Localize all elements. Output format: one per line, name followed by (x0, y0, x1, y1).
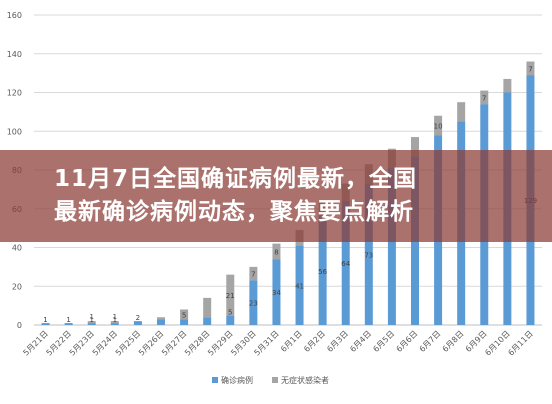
y-tick-label: 160 (7, 11, 22, 20)
x-tick-label: 6月6日 (395, 329, 420, 354)
bar-confirmed (226, 315, 235, 325)
bar-confirmed (318, 216, 327, 325)
bar-confirmed (341, 201, 350, 325)
bar-confirmed (64, 323, 73, 325)
x-tick-label: 5月31日 (252, 329, 280, 357)
bar-asymptomatic (249, 266, 258, 281)
data-label-confirmed: 56 (318, 268, 327, 276)
bar-asymptomatic (203, 297, 212, 318)
bar-confirmed (295, 245, 304, 325)
bar-confirmed (157, 319, 165, 325)
data-label-confirmed: 34 (272, 289, 281, 297)
headline-line-2: 最新确诊病例动态，聚焦要点解析 (54, 199, 414, 225)
data-label-asymptomatic: 7 (251, 271, 255, 279)
data-label-confirmed: 41 (295, 282, 304, 290)
bar-asymptomatic (503, 78, 512, 93)
legend-swatch-confirmed (212, 377, 218, 383)
bar-asymptomatic (110, 321, 119, 324)
bar-asymptomatic (226, 274, 235, 316)
data-label-confirmed: 23 (249, 300, 258, 308)
data-label-asymptomatic: 5 (182, 311, 186, 319)
headline-line-1: 11月7日全国确证病例最新，全国 (54, 166, 418, 192)
data-label-asymptomatic: 8 (274, 248, 278, 256)
legend-swatch-asymptomatic (272, 377, 278, 383)
bar-confirmed (180, 319, 189, 325)
bar-asymptomatic (157, 317, 165, 320)
data-label-asymptomatic: 7 (482, 94, 486, 102)
data-label-asymptomatic: 10 (434, 122, 443, 130)
x-tick-label: 6月11日 (506, 329, 534, 357)
bar-asymptomatic (480, 90, 489, 105)
bar-asymptomatic (457, 102, 466, 122)
y-tick-label: 140 (7, 50, 22, 59)
data-label-asymptomatic: 7 (528, 65, 532, 73)
data-label-confirmed: 1 (66, 316, 70, 324)
y-tick-label: 40 (12, 244, 22, 253)
y-tick-label: 20 (12, 282, 22, 291)
data-label-confirmed: 1 (43, 316, 47, 324)
headline-banner: 11月7日全国确证病例最新，全国 最新确诊病例动态，聚焦要点解析 (0, 150, 552, 242)
bar-asymptomatic (180, 309, 189, 320)
x-tick-label: 6月4日 (348, 329, 373, 354)
bar-confirmed (249, 280, 258, 325)
x-tick-label: 6月5日 (371, 329, 396, 354)
x-tick-label: 6月1日 (279, 329, 304, 354)
bar-confirmed (41, 323, 50, 325)
data-label-confirmed: 73 (364, 251, 373, 259)
bar-confirmed (387, 168, 396, 325)
bar-asymptomatic (434, 115, 443, 136)
legend-label-asymptomatic: 无症状感染者 (281, 375, 329, 385)
data-label-confirmed: 64 (341, 260, 350, 268)
bar-asymptomatic (526, 61, 535, 76)
y-tick-label: 120 (7, 89, 22, 98)
bar-confirmed (272, 259, 281, 325)
data-label-confirmed: 1 (113, 316, 117, 324)
data-label-confirmed: 1 (89, 316, 93, 324)
data-label-asymptomatic: 1 (113, 313, 117, 321)
data-label-asymptomatic: 21 (226, 292, 235, 300)
x-tick-label: 6月7日 (418, 329, 443, 354)
bar-asymptomatic (272, 243, 281, 260)
bar-asymptomatic (411, 137, 419, 157)
data-label-confirmed: 5 (228, 308, 232, 316)
bar-asymptomatic (87, 321, 96, 324)
bar-confirmed (203, 317, 212, 325)
x-tick-label: 6月8日 (441, 329, 466, 354)
data-label-asymptomatic: 1 (89, 313, 93, 321)
x-tick-label: 6月3日 (325, 329, 350, 354)
bar-confirmed (87, 323, 96, 325)
data-label-confirmed: 2 (136, 314, 140, 322)
bar-confirmed (133, 321, 142, 325)
y-tick-label: 100 (7, 127, 22, 136)
bar-confirmed (364, 183, 373, 325)
bar-confirmed (110, 323, 119, 325)
y-tick-label: 0 (17, 321, 22, 330)
x-tick-label: 6月2日 (302, 329, 327, 354)
legend-label-confirmed: 确诊病例 (221, 375, 253, 385)
